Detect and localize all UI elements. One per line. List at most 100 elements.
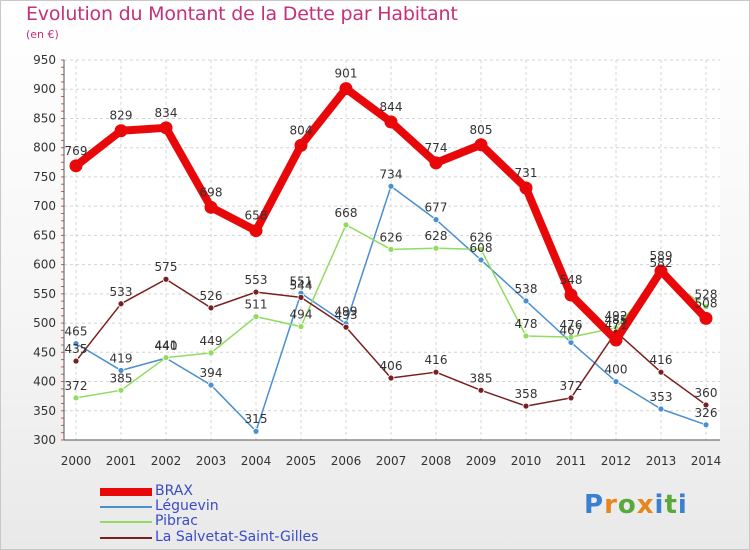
data-label: 698 [200, 185, 223, 199]
data-point [204, 200, 218, 214]
data-label: 394 [200, 366, 223, 380]
legend-label: Léguevin [155, 498, 219, 514]
x-tick-label: 2000 [61, 454, 92, 468]
data-label: 465 [65, 325, 88, 339]
data-label: 582 [650, 256, 673, 270]
data-point [339, 82, 353, 96]
y-tick-label: 750 [33, 170, 56, 184]
data-point [207, 349, 215, 357]
data-label: 406 [380, 359, 403, 373]
data-point [519, 181, 533, 195]
legend-swatch [100, 521, 152, 523]
data-point [342, 323, 350, 331]
data-point [384, 115, 398, 129]
data-label: 471 [605, 318, 628, 332]
data-label: 441 [155, 339, 178, 353]
data-label: 400 [605, 363, 628, 377]
data-label: 499 [335, 305, 358, 319]
data-label: 551 [290, 274, 313, 288]
data-label: 677 [425, 201, 448, 215]
data-label: 528 [695, 288, 718, 302]
x-tick-label: 2010 [511, 454, 542, 468]
x-tick-label: 2008 [421, 454, 452, 468]
data-point [387, 246, 395, 253]
x-tick-label: 2005 [286, 454, 317, 468]
data-point [702, 401, 710, 409]
data-point [252, 427, 260, 435]
data-label: 769 [65, 144, 88, 158]
data-point [657, 405, 665, 413]
data-label: 358 [515, 387, 538, 401]
x-tick-label: 2002 [151, 454, 182, 468]
data-point [432, 244, 440, 252]
y-tick-label: 650 [33, 228, 56, 242]
y-tick-label: 300 [33, 433, 56, 447]
data-label: 385 [110, 371, 133, 385]
data-label: 485 [605, 313, 628, 327]
data-point [207, 381, 215, 389]
data-point [702, 421, 710, 429]
data-point [522, 297, 530, 305]
data-label: 476 [560, 318, 583, 332]
data-point [567, 394, 575, 402]
x-tick-label: 2007 [376, 454, 407, 468]
data-label: 372 [560, 379, 583, 393]
data-label: 774 [425, 141, 448, 155]
y-tick-label: 400 [33, 375, 56, 389]
x-tick-label: 2004 [241, 454, 272, 468]
y-tick-label: 500 [33, 316, 56, 330]
data-point [612, 378, 620, 385]
data-label: 658 [245, 209, 268, 223]
data-label: 544 [290, 278, 313, 292]
logo-letter: x [636, 490, 655, 520]
data-point [477, 246, 485, 253]
y-tick-label: 450 [33, 345, 56, 359]
x-tick-label: 2006 [331, 454, 362, 468]
data-point [477, 386, 485, 394]
data-label: 385 [470, 371, 493, 385]
logo-letter: i [677, 490, 688, 520]
data-label: 493 [335, 308, 358, 322]
data-point [117, 367, 125, 374]
data-label: 467 [560, 323, 583, 337]
y-tick-label: 600 [33, 258, 56, 272]
y-tick-label: 550 [33, 287, 56, 301]
data-point [72, 357, 80, 365]
data-label: 805 [470, 123, 493, 137]
data-point [387, 182, 395, 190]
data-point [114, 124, 128, 138]
data-label: 608 [470, 241, 493, 255]
data-label: 901 [335, 67, 358, 81]
data-label: 538 [515, 282, 538, 296]
data-point [162, 354, 170, 361]
data-label: 492 [605, 309, 628, 323]
data-label: 575 [155, 260, 178, 274]
data-label: 494 [290, 308, 313, 322]
legend-swatch [100, 537, 152, 539]
x-tick-label: 2009 [466, 454, 497, 468]
logo-letter: t [664, 490, 678, 520]
data-point [567, 333, 575, 341]
y-tick-label: 800 [33, 141, 56, 155]
data-point [297, 293, 305, 301]
data-label: 548 [560, 273, 583, 287]
data-label: 353 [650, 390, 673, 404]
data-label: 511 [245, 298, 268, 312]
data-label: 668 [335, 206, 358, 220]
data-label: 326 [695, 406, 718, 420]
data-point [207, 304, 215, 312]
x-tick-label: 2012 [601, 454, 632, 468]
y-tick-label: 850 [33, 111, 56, 125]
data-point [72, 340, 80, 347]
data-label: 416 [425, 353, 448, 367]
data-label: 626 [380, 230, 403, 244]
legend-label: Pibrac [155, 513, 198, 529]
data-point [609, 333, 623, 347]
data-label: 526 [200, 289, 223, 303]
legend-label: La Salvetat-Saint-Gilles [155, 529, 319, 545]
y-tick-label: 950 [33, 53, 56, 67]
data-point [72, 394, 80, 402]
data-point [654, 264, 668, 278]
proxiti-logo: Proxiti [584, 490, 688, 520]
